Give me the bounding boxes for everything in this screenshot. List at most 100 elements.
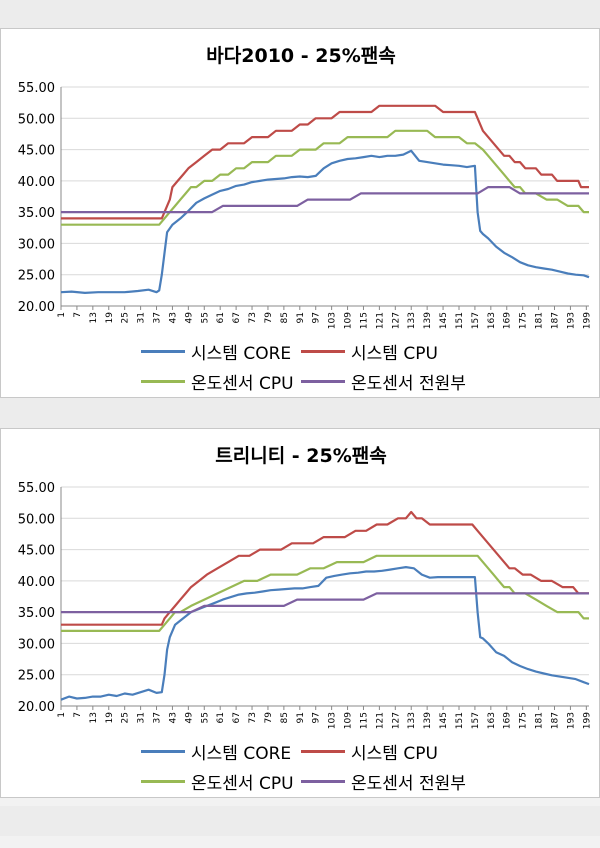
legend-item: 시스템 CORE bbox=[141, 339, 291, 364]
x-tick-label: 61 bbox=[216, 712, 226, 723]
background-stripe-middle bbox=[0, 398, 600, 428]
x-tick-label: 49 bbox=[184, 312, 194, 324]
x-tick-label: 169 bbox=[503, 312, 513, 329]
chart-title: 바다2010 - 25%팬속 bbox=[206, 45, 396, 67]
background-stripe-top bbox=[0, 0, 600, 30]
x-tick-label: 73 bbox=[248, 712, 258, 723]
x-tick-label: 19 bbox=[105, 312, 115, 324]
y-tick-label: 40.00 bbox=[18, 575, 55, 590]
legend-label: 온도센서 CPU bbox=[191, 774, 294, 794]
legend-swatch bbox=[141, 380, 185, 383]
x-tick-label: 55 bbox=[200, 312, 210, 323]
x-tick-label: 151 bbox=[455, 712, 465, 729]
x-tick-label: 43 bbox=[168, 712, 178, 723]
x-tick-label: 187 bbox=[551, 312, 561, 329]
x-tick-label: 49 bbox=[184, 712, 194, 724]
x-tick-label: 121 bbox=[375, 312, 385, 329]
x-tick-label: 13 bbox=[89, 312, 99, 323]
x-tick-label: 157 bbox=[471, 712, 481, 729]
x-tick-label: 163 bbox=[487, 312, 497, 329]
x-tick-label: 37 bbox=[153, 312, 163, 323]
x-tick-label: 85 bbox=[280, 312, 290, 323]
legend-item: 온도센서 CPU bbox=[141, 769, 294, 794]
x-tick-label: 163 bbox=[487, 712, 497, 729]
x-tick-label: 193 bbox=[566, 312, 576, 329]
x-tick-label: 139 bbox=[423, 712, 433, 729]
legend-label: 시스템 CORE bbox=[191, 344, 292, 364]
x-tick-label: 109 bbox=[344, 312, 354, 329]
y-tick-label: 30.00 bbox=[18, 237, 55, 252]
x-tick-label: 7 bbox=[73, 312, 83, 318]
x-tick-label: 127 bbox=[391, 312, 401, 329]
legend-item: 시스템 CPU bbox=[301, 739, 438, 764]
x-tick-label: 7 bbox=[73, 712, 83, 718]
x-tick-label: 79 bbox=[264, 712, 274, 724]
y-tick-label: 25.00 bbox=[18, 269, 55, 284]
y-tick-label: 30.00 bbox=[18, 637, 55, 652]
series-line bbox=[61, 129, 589, 226]
legend-label: 온도센서 전원부 bbox=[351, 774, 466, 794]
x-tick-label: 145 bbox=[439, 712, 449, 729]
x-tick-label: 115 bbox=[359, 312, 369, 329]
series-line bbox=[61, 186, 589, 214]
x-tick-label: 79 bbox=[264, 312, 274, 324]
chart-panel-trinity: 트리니티 - 25%팬속 20.00 25.00 30.00 35.00 40.00 45… bbox=[0, 428, 600, 798]
x-tick-label: 181 bbox=[535, 312, 545, 329]
x-tick-label: 67 bbox=[232, 312, 242, 323]
x-tick-label: 133 bbox=[407, 712, 417, 729]
legend-swatch bbox=[141, 750, 185, 753]
legend-swatch bbox=[301, 380, 345, 383]
series-line bbox=[61, 592, 589, 614]
legend-swatch bbox=[301, 750, 345, 753]
legend-label: 시스템 CORE bbox=[191, 744, 292, 764]
x-tick-label: 19 bbox=[105, 712, 115, 724]
y-tick-label: 20.00 bbox=[18, 700, 55, 715]
x-tick-label: 91 bbox=[296, 712, 306, 723]
x-tick-label: 121 bbox=[375, 712, 385, 729]
x-tick-label: 31 bbox=[137, 712, 147, 723]
legend-swatch bbox=[141, 780, 185, 783]
x-tick-label: 25 bbox=[121, 712, 131, 723]
y-tick-label: 35.00 bbox=[18, 606, 55, 621]
background-stripe-bottom bbox=[0, 806, 600, 836]
x-tick-label: 175 bbox=[519, 712, 529, 729]
series-line bbox=[60, 566, 590, 701]
x-tick-label: 13 bbox=[89, 712, 99, 723]
x-tick-label: 103 bbox=[328, 712, 338, 729]
x-tick-label: 127 bbox=[391, 712, 401, 729]
series-line bbox=[61, 510, 589, 626]
y-tick-label: 35.00 bbox=[18, 206, 55, 221]
x-tick-label: 115 bbox=[359, 712, 369, 729]
line-chart: 20.00 25.00 30.00 35.00 40.00 45.00 50.00 55.00… bbox=[18, 81, 593, 329]
y-tick-label: 45.00 bbox=[18, 144, 55, 159]
series-line bbox=[61, 104, 589, 220]
x-tick-label: 133 bbox=[407, 312, 417, 329]
x-tick-label: 187 bbox=[551, 712, 561, 729]
x-tick-label: 151 bbox=[455, 312, 465, 329]
x-tick-label: 145 bbox=[439, 312, 449, 329]
legend-label: 온도센서 CPU bbox=[191, 374, 294, 394]
x-tick-label: 43 bbox=[168, 312, 178, 323]
x-tick-label: 55 bbox=[200, 712, 210, 723]
x-tick-label: 199 bbox=[582, 312, 592, 329]
legend-swatch bbox=[141, 350, 185, 353]
x-tick-label: 37 bbox=[153, 712, 163, 723]
chart-panel-bada2010: 바다2010 - 25%팬속 20.00 25.00 30.00 35.00 40.00… bbox=[0, 28, 600, 398]
y-tick-label: 40.00 bbox=[18, 175, 55, 190]
y-tick-label: 50.00 bbox=[18, 512, 55, 527]
legend-label: 시스템 CPU bbox=[351, 344, 438, 364]
x-tick-label: 199 bbox=[582, 712, 592, 729]
x-tick-label: 97 bbox=[312, 712, 322, 723]
x-tick-label: 61 bbox=[216, 312, 226, 323]
line-chart: 20.00 25.00 30.00 35.00 40.00 45.00 50.00 55.00… bbox=[18, 481, 593, 729]
x-tick-label: 1 bbox=[57, 312, 67, 318]
y-tick-label: 25.00 bbox=[18, 669, 55, 684]
x-tick-label: 193 bbox=[566, 712, 576, 729]
legend-swatch bbox=[301, 780, 345, 783]
x-tick-label: 1 bbox=[57, 712, 67, 718]
x-tick-label: 157 bbox=[471, 312, 481, 329]
x-tick-label: 103 bbox=[328, 312, 338, 329]
chart-title: 트리니티 - 25%팬속 bbox=[215, 445, 387, 467]
x-tick-label: 109 bbox=[344, 712, 354, 729]
x-tick-label: 91 bbox=[296, 312, 306, 323]
